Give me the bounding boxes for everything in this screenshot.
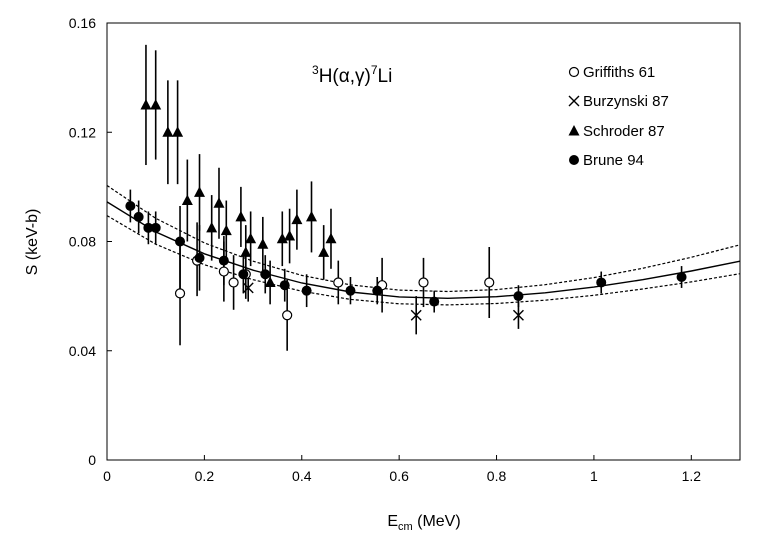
x-tick-label: 0.4: [292, 468, 312, 484]
data-point: [194, 252, 205, 263]
data-point: [172, 126, 184, 137]
data-point: [238, 269, 249, 280]
legend-label: Schroder 87: [583, 123, 665, 140]
legend-marker: [569, 155, 579, 165]
data-point: [218, 266, 229, 277]
data-point: [418, 277, 429, 288]
data-point: [264, 276, 276, 287]
data-point: [235, 210, 247, 222]
data-point: [213, 197, 225, 208]
data-point: [345, 285, 356, 296]
data-point: [513, 291, 524, 302]
legend-marker: [568, 95, 580, 107]
legend-marker: [568, 66, 580, 78]
y-tick-label: 0.16: [69, 15, 96, 31]
y-tick-label: 0.08: [69, 234, 96, 250]
y-tick-label: 0.12: [69, 124, 96, 140]
data-point: [291, 213, 303, 225]
legend-label: Burzynski 87: [583, 93, 669, 110]
data-point: [228, 277, 239, 288]
data-point: [512, 309, 524, 321]
data-point: [242, 282, 254, 294]
data-point: [284, 230, 296, 241]
x-tick-label: 1: [590, 468, 598, 484]
data-point: [260, 269, 271, 280]
data-point: [194, 186, 206, 197]
x-tick-label: 0: [103, 468, 111, 484]
data-point: [484, 277, 495, 288]
axes: 0 0.2 0.4 0.6 0.8 1 1.2 0 0.04 0.08 0.12 0.16: [69, 15, 701, 484]
data-point: [279, 280, 290, 291]
x-tick-label: 0.8: [487, 468, 507, 484]
data-point: [143, 222, 154, 233]
data-point: [174, 288, 186, 299]
data-point: [372, 285, 383, 296]
data-point: [218, 255, 229, 266]
x-tick-label: 0.6: [389, 468, 409, 484]
data-point: [175, 236, 186, 247]
x-tick-label: 1.2: [682, 468, 702, 484]
data-point: [162, 126, 174, 137]
data-point: [676, 272, 687, 283]
data-point: [333, 277, 344, 288]
legend-label: Griffiths 61: [583, 64, 655, 81]
data-point: [410, 309, 422, 321]
y-tick-label: 0.04: [69, 343, 96, 359]
data-point: [429, 296, 440, 307]
data-point: [306, 210, 318, 222]
data-point: [150, 222, 161, 233]
y-axis-title: S (keV-b): [24, 209, 41, 276]
x-tick-label: 0.2: [195, 468, 215, 484]
x-axis-title: Ecm (MeV): [387, 513, 460, 533]
data-point: [596, 277, 607, 288]
error-bars: [129, 44, 683, 351]
data-point: [133, 211, 144, 222]
legend: Griffiths 61 Burzynski 87 Schroder 87 Brune…: [568, 64, 669, 169]
data-point: [206, 221, 218, 233]
data-point: [220, 224, 232, 236]
data-point: [181, 194, 193, 206]
data-point: [245, 232, 257, 244]
data-point: [276, 232, 288, 244]
data-markers: [125, 98, 687, 321]
data-point: [325, 232, 337, 244]
reaction-annotation: 3H(α,γ)7Li: [312, 63, 392, 87]
data-point: [125, 200, 136, 211]
fit-curve-bound: [106, 185, 741, 293]
data-point: [282, 310, 293, 321]
legend-marker: [568, 125, 580, 136]
data-point: [301, 285, 312, 296]
data-point: [240, 246, 252, 257]
y-tick-label: 0: [88, 452, 96, 468]
data-point: [318, 246, 330, 257]
data-point: [140, 98, 152, 110]
data-point: [150, 98, 162, 110]
data-point: [257, 238, 269, 249]
legend-label: Brune 94: [583, 152, 644, 169]
